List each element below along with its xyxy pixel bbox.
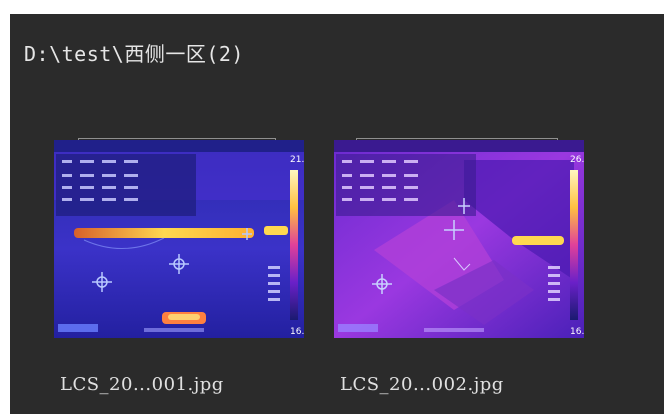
scale-min-label: 16.2 <box>570 327 584 337</box>
scale-min-label: 16.4 <box>290 327 304 337</box>
thumbnail-filename-2[interactable]: LCS_20...002.jpg <box>340 374 504 395</box>
scale-max-label: 26.6 <box>570 155 584 165</box>
folder-path-title: D:\test\西侧一区(2) <box>24 38 244 67</box>
thumbnail-image-2[interactable]: 26.6 16.2 <box>334 140 584 338</box>
thermal-image-icon: 21.4 16.4 <box>54 140 304 338</box>
thumbnail-filename-1[interactable]: LCS_20...001.jpg <box>60 374 224 395</box>
scale-max-label: 21.4 <box>290 155 304 165</box>
thumbnail-image-1[interactable]: 21.4 16.4 <box>54 140 304 338</box>
thermal-image-icon: 26.6 16.2 <box>334 140 584 338</box>
